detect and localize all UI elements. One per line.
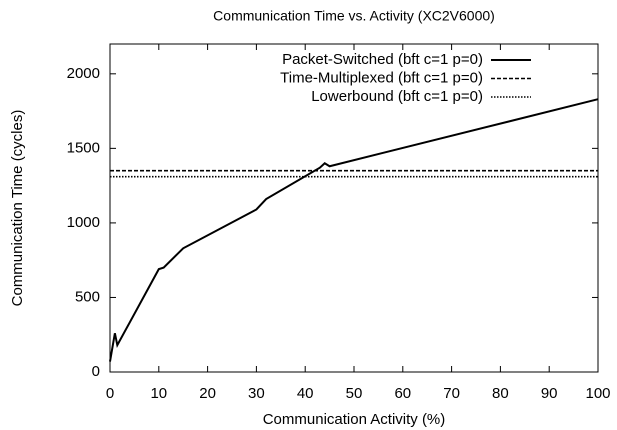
y-tick-label: 1500 <box>67 139 100 156</box>
x-tick-label: 50 <box>346 385 363 402</box>
chart-title: Communication Time vs. Activity (XC2V600… <box>213 8 495 24</box>
legend-label: Time-Multiplexed (bft c=1 p=0) <box>280 69 483 86</box>
legend-label: Lowerbound (bft c=1 p=0) <box>311 88 483 105</box>
x-tick-label: 0 <box>106 385 114 402</box>
x-tick-label: 80 <box>492 385 509 402</box>
x-tick-label: 70 <box>443 385 460 402</box>
y-tick-label: 500 <box>75 288 100 305</box>
y-tick-label: 1000 <box>67 214 100 231</box>
series-line <box>109 98 599 362</box>
legend-label: Packet-Switched (bft c=1 p=0) <box>282 51 483 68</box>
x-tick-label: 60 <box>394 385 411 402</box>
x-tick-label: 20 <box>199 385 216 402</box>
x-tick-label: 40 <box>297 385 314 402</box>
y-tick-label: 0 <box>92 363 100 380</box>
x-tick-label: 30 <box>248 385 265 402</box>
y-axis-label: Communication Time (cycles) <box>9 110 26 307</box>
x-tick-label: 10 <box>150 385 167 402</box>
x-tick-label: 90 <box>541 385 558 402</box>
x-axis-label: Communication Activity (%) <box>263 411 446 428</box>
x-tick-label: 100 <box>585 385 610 402</box>
y-tick-label: 2000 <box>67 65 100 82</box>
